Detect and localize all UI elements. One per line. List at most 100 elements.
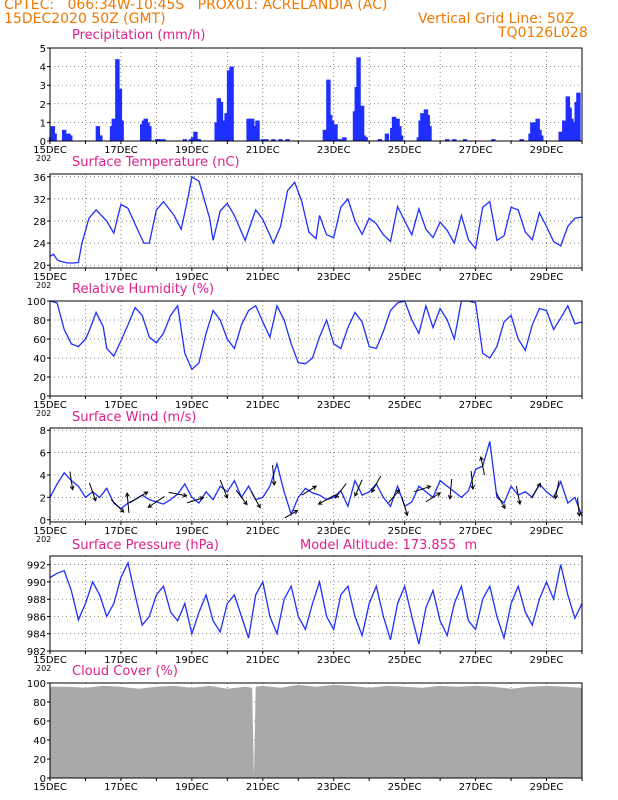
cloud-ytick-label: 20: [33, 755, 46, 766]
wind-xtick-label: 27DEC: [459, 526, 493, 537]
wind-vector-arrowhead: [517, 500, 522, 506]
wind-vector-arrowhead: [182, 492, 188, 498]
wind-year-label-cut: 202: [36, 535, 51, 544]
cloud-xtick-label: 15DEC: [33, 782, 67, 793]
press-ytick-label: 982: [27, 647, 46, 658]
cloud-xtick-label: 17DEC: [104, 782, 138, 793]
precip-bar: [491, 139, 496, 141]
temp-xtick-label: 15DEC: [33, 272, 67, 283]
precip-bar: [363, 137, 368, 141]
wind-xtick-label: 25DEC: [388, 526, 422, 537]
precip-bar: [397, 126, 402, 141]
press-xtick-label: 15DEC: [33, 655, 67, 666]
wind-vector-arrow: [284, 510, 298, 519]
rh-xtick-label: 21DEC: [246, 400, 280, 411]
press-ytick-label: 988: [27, 595, 46, 606]
precip-xtick-label: 29DEC: [530, 145, 564, 156]
precip-ytick-label: 3: [40, 81, 46, 92]
cloud-xtick-label: 23DEC: [317, 782, 351, 793]
wind-vector-arrow: [449, 479, 453, 499]
precip-xtick-label: 27DEC: [459, 145, 493, 156]
wind-vector-arrow: [88, 482, 97, 501]
precip-title: Precipitation (mm/h): [72, 28, 206, 43]
wind-vector-arrow: [301, 485, 317, 496]
temp-ytick-label: 24: [33, 239, 46, 250]
wind-xtick-label: 15DEC: [33, 526, 67, 537]
rh-xtick-label: 19DEC: [175, 400, 209, 411]
rh-xtick-label: 23DEC: [317, 400, 351, 411]
temp-panel: [47, 173, 583, 271]
precip-xtick-label: 25DEC: [388, 145, 422, 156]
precip-year-label-cut: 202: [36, 154, 51, 163]
wind-vector-arrow: [515, 486, 521, 505]
rh-xtick-label: 17DEC: [104, 400, 138, 411]
header-model-code: TQ0126L028: [498, 25, 588, 41]
press-model-altitude: Model Altitude: 173.855 m: [300, 538, 478, 553]
wind-vector-arrow: [318, 494, 335, 505]
precip-bar: [117, 88, 123, 141]
wind-vector-arrowhead: [371, 488, 376, 493]
wind-vector-arrowhead: [536, 482, 541, 488]
temp-ytick-label: 20: [33, 261, 46, 272]
rh-panel: [47, 300, 583, 399]
rh-xtick-label: 29DEC: [530, 400, 564, 411]
wind-vector-arrow: [554, 480, 560, 499]
wind-vector-arrow: [354, 479, 363, 497]
wind-vector-arrow: [187, 497, 204, 504]
wind-vector-arrowhead: [119, 508, 125, 513]
precip-bar: [377, 139, 383, 141]
cloud-panel: [47, 682, 583, 781]
press-ytick-label: 992: [27, 561, 46, 572]
wind-vector-arrowhead: [256, 503, 261, 509]
precip-bar: [558, 131, 563, 141]
wind-vector-arrow: [235, 489, 248, 505]
precip-bar: [271, 139, 276, 141]
precip-bar: [398, 135, 404, 141]
wind-vector-arrow: [470, 470, 474, 490]
wind-vector-arrow: [530, 483, 541, 499]
wind-xtick-label: 21DEC: [246, 526, 280, 537]
precip-bar: [519, 139, 524, 141]
rh-year-label-cut: 202: [36, 409, 51, 418]
press-ytick-label: 990: [27, 578, 46, 589]
wind-vector-arrowhead: [354, 491, 359, 497]
precip-bar: [342, 137, 347, 141]
precip-bar: [359, 105, 365, 141]
rh-ytick-label: 0: [40, 392, 46, 403]
precip-bar: [562, 120, 567, 141]
press-panel: [47, 555, 583, 654]
press-xtick-label: 21DEC: [246, 655, 280, 666]
wind-ytick-label: 2: [40, 493, 46, 504]
rh-ytick-label: 60: [33, 335, 46, 346]
cloud-ytick-label: 0: [40, 774, 46, 785]
rh-xtick-label: 25DEC: [388, 400, 422, 411]
press-xtick-label: 19DEC: [175, 655, 209, 666]
precip-bar: [147, 126, 152, 141]
cloud-xtick-label: 21DEC: [246, 782, 280, 793]
press-frame: [49, 555, 583, 652]
wind-vector-arrow: [250, 491, 261, 508]
precip-bar: [445, 139, 450, 141]
header-date-line: 15DEC2020 50Z (GMT): [4, 11, 166, 27]
wind-xtick-label: 17DEC: [104, 526, 138, 537]
header-station-line: CPTEC: 066:34W-10:45S PROX01: ACRELANDIA…: [4, 0, 388, 13]
precip-bar: [329, 120, 335, 141]
precip-bar: [182, 139, 187, 141]
precip-bar: [67, 135, 73, 141]
wind-vector-arrowhead: [501, 504, 506, 510]
cloud-ytick-label: 80: [33, 698, 46, 709]
precip-ytick-label: 4: [40, 63, 46, 74]
wind-vector-arrow: [148, 496, 165, 508]
wind-vector-arrow: [272, 465, 275, 485]
temp-xtick-label: 21DEC: [246, 272, 280, 283]
cloud-xtick-label: 19DEC: [175, 782, 209, 793]
rh-xtick-label: 27DEC: [459, 400, 493, 411]
precip-bar: [226, 70, 232, 141]
precip-bar: [538, 135, 544, 141]
wind-vector-arrow: [126, 493, 130, 513]
precip-bar: [356, 57, 361, 141]
rh-ytick-label: 40: [33, 354, 46, 365]
rh-title: Relative Humidity (%): [72, 282, 215, 297]
wind-title: Surface Wind (m/s): [72, 410, 197, 425]
